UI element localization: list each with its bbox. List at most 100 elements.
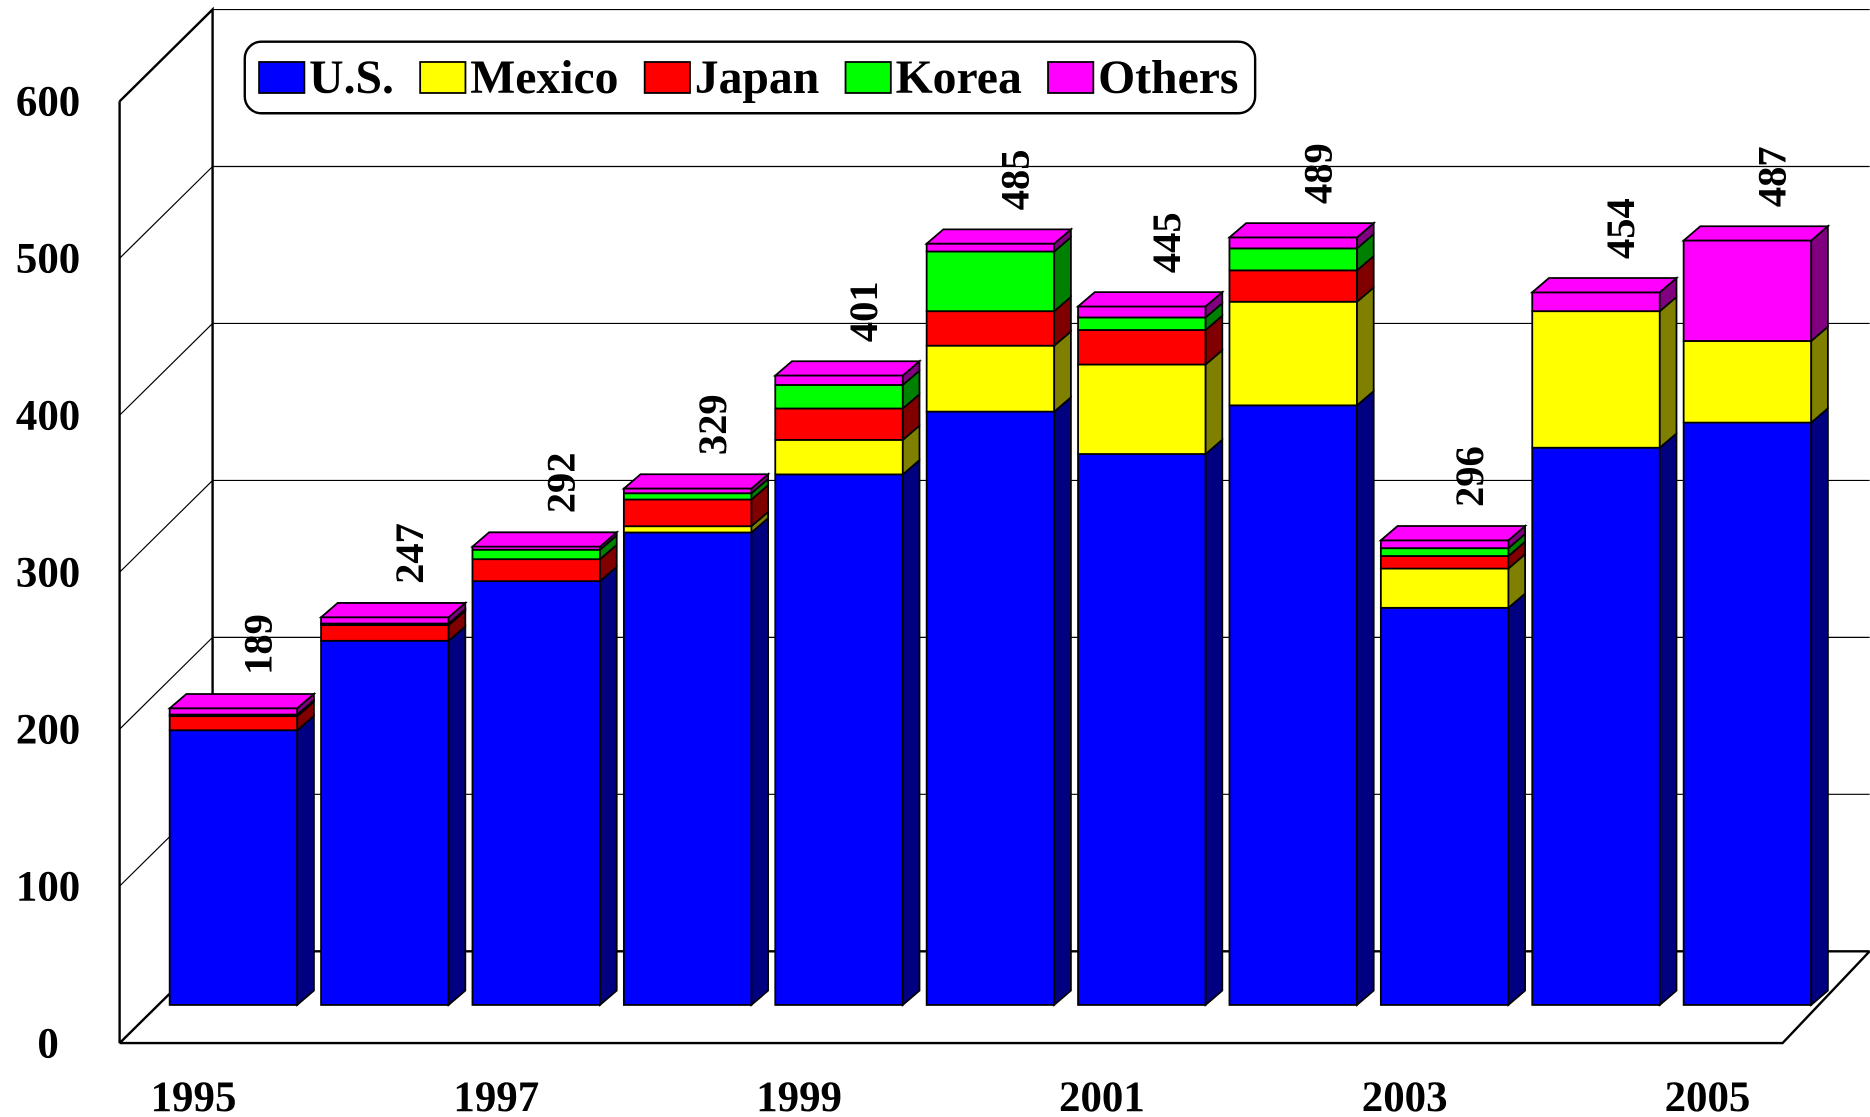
- grid-line-side: [119, 636, 214, 730]
- bar-segment: [1228, 300, 1358, 407]
- bar-side: [1658, 431, 1678, 1007]
- legend-swatch: [844, 61, 892, 94]
- bar-segment: [168, 707, 299, 716]
- legend-label: Korea: [896, 52, 1022, 104]
- y-tick-label: 300: [16, 550, 80, 597]
- bar-side: [1507, 591, 1526, 1007]
- y-tick-label: 100: [16, 863, 80, 910]
- bar-segment: [1379, 567, 1510, 609]
- bar-segment: [622, 525, 753, 534]
- bar-segment: [1682, 239, 1813, 342]
- floor-front: [119, 950, 1870, 1045]
- bar-segment: [622, 492, 753, 501]
- bar-side: [1053, 395, 1072, 1007]
- y-tick-label: 0: [37, 1020, 58, 1067]
- total-label: 485: [993, 150, 1038, 211]
- y-tick-label: 600: [16, 79, 80, 126]
- total-label: 296: [1447, 446, 1492, 507]
- bar-segment: [320, 616, 450, 625]
- bar-segment: [1228, 269, 1358, 303]
- x-tick-label: 2003: [1362, 1074, 1448, 1117]
- grid-line-side: [119, 166, 214, 259]
- bar-segment: [1228, 236, 1358, 250]
- bar-segment: [471, 580, 601, 1006]
- bar-segment: [774, 384, 904, 410]
- grid-line-side: [119, 9, 214, 102]
- x-tick-label: 1997: [453, 1074, 539, 1117]
- grid-line-side: [119, 479, 214, 573]
- bar-segment: [471, 558, 601, 583]
- bar-side: [599, 564, 618, 1007]
- bar-segment: [622, 498, 753, 528]
- bar-top: [318, 602, 468, 619]
- bar-segment: [168, 715, 299, 732]
- y-tick-label: 400: [16, 393, 80, 440]
- bar-top: [924, 228, 1074, 245]
- total-label: 487: [1750, 146, 1795, 207]
- legend-swatch: [643, 61, 691, 94]
- bar-segment: [925, 344, 1056, 413]
- bar-side: [1204, 437, 1224, 1007]
- bar-segment: [1379, 539, 1510, 550]
- bar-top: [470, 531, 620, 548]
- bar-segment: [925, 310, 1056, 347]
- bar-side: [1810, 324, 1829, 425]
- bar-side: [1356, 389, 1375, 1007]
- bar-side: [750, 516, 769, 1007]
- bar-side: [447, 624, 467, 1007]
- total-label: 489: [1295, 143, 1340, 204]
- bar-segment: [1531, 291, 1661, 313]
- total-label: 247: [387, 523, 432, 584]
- bar-segment: [168, 729, 299, 1006]
- bar-segment: [1682, 340, 1813, 424]
- bar-segment: [1077, 316, 1207, 331]
- bar-segment: [1531, 446, 1661, 1006]
- bar-segment: [1077, 305, 1207, 319]
- total-label: 189: [236, 614, 281, 675]
- legend-label: Others: [1098, 52, 1238, 104]
- bar-segment: [1379, 606, 1510, 1006]
- bar-side: [1810, 224, 1829, 343]
- bar-side: [901, 458, 921, 1007]
- x-tick-label: 2001: [1059, 1074, 1145, 1117]
- legend-box: [243, 40, 1257, 115]
- bar-segment: [1228, 247, 1358, 272]
- total-label: 329: [690, 394, 735, 455]
- bar-segment: [1228, 404, 1358, 1006]
- total-label: 454: [1598, 198, 1643, 259]
- x-tick-label: 1999: [756, 1074, 842, 1117]
- bar-top: [1529, 277, 1679, 294]
- x-tick-label: 1995: [151, 1074, 237, 1117]
- bar-top: [167, 693, 317, 710]
- bar-side: [1204, 348, 1224, 456]
- bar-side: [1810, 406, 1829, 1007]
- y-tick-label: 500: [16, 236, 80, 283]
- legend-label: Japan: [695, 52, 820, 104]
- bar-segment: [1682, 421, 1813, 1006]
- bar-segment: [622, 531, 753, 1006]
- bar-top: [1227, 222, 1377, 239]
- bar-side: [296, 714, 315, 1007]
- bar-segment: [1531, 310, 1661, 449]
- legend-label: U.S.: [309, 52, 394, 104]
- bar-top: [621, 473, 771, 490]
- bar-side: [1658, 294, 1678, 450]
- bar-segment: [1077, 329, 1207, 366]
- bar-segment: [925, 242, 1056, 253]
- bar-segment: [925, 410, 1056, 1006]
- total-label: 292: [538, 452, 583, 513]
- bar-segment: [774, 374, 904, 386]
- bar-segment: [471, 548, 601, 561]
- grid-line-side: [119, 323, 214, 416]
- y-tick-label: 200: [16, 706, 80, 753]
- total-label: 401: [841, 281, 886, 342]
- bar-side: [1356, 285, 1375, 408]
- bar-segment: [1379, 547, 1510, 557]
- legend-swatch: [258, 61, 306, 94]
- bar-segment: [774, 473, 904, 1006]
- legend-swatch: [1047, 61, 1095, 94]
- bar-segment: [925, 250, 1056, 313]
- bar-segment: [1077, 453, 1207, 1006]
- bar-top: [1681, 225, 1831, 242]
- legend-label: Mexico: [470, 52, 618, 104]
